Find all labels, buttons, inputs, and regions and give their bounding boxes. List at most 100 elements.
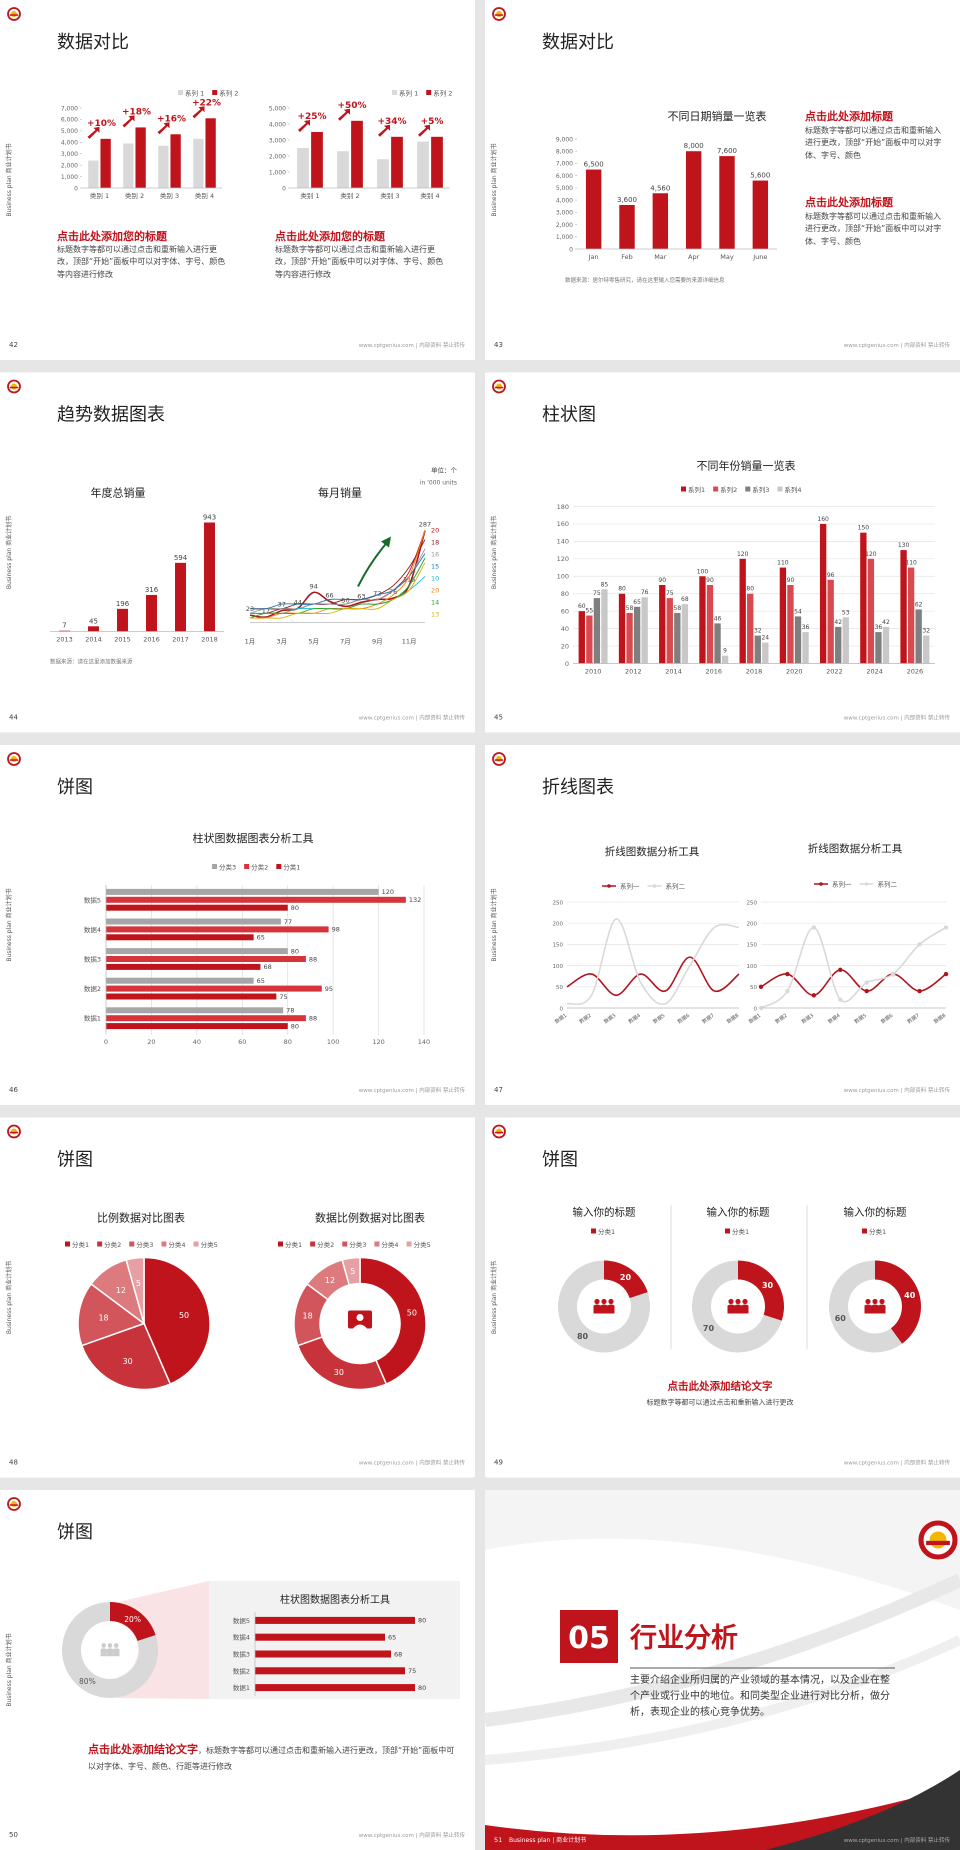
- footer: www.cptgenius.com | 内部资料 禁止转传: [844, 341, 951, 349]
- bar: [204, 522, 215, 632]
- x-tick-label: 7月: [340, 638, 351, 646]
- x-tick-label: 类别 4: [195, 191, 214, 200]
- y-tick-label: 0: [74, 185, 78, 192]
- y-tick-label: 数据2: [84, 984, 101, 993]
- value-label: 24: [761, 635, 769, 642]
- y-tick-label: 3,000: [61, 151, 78, 158]
- side-text: Business plan 商业计划书: [5, 143, 13, 216]
- legend-label: 系列2: [720, 485, 737, 494]
- point: [864, 988, 869, 994]
- bar: [205, 118, 216, 188]
- legend-label: 分类2: [251, 863, 268, 872]
- bar: [747, 593, 754, 664]
- icon: [865, 1298, 871, 1305]
- bar: [752, 180, 769, 249]
- value-label: 7,600: [717, 147, 737, 155]
- footer: www.cptgenius.com | 内部资料 禁止转传: [359, 1459, 466, 1467]
- slice-label: 60: [835, 1314, 847, 1323]
- value-label: 65: [257, 977, 265, 985]
- value-label: 54: [794, 608, 802, 615]
- x-tick-label: 2024: [866, 668, 883, 676]
- bar: [802, 632, 809, 664]
- value-label: 75: [279, 993, 287, 1001]
- footer: www.cptgenius.com | 内部资料 禁止转传: [359, 1086, 466, 1094]
- value-label: 90: [658, 577, 666, 584]
- text-block: 主要介绍企业所归属的产业领域的基本情况，以及企业在整个产业或行业中的地位。和同类…: [630, 1675, 890, 1718]
- y-tick-label: 3,000: [556, 210, 573, 217]
- value-label: 55: [586, 608, 594, 615]
- value-label: 120: [865, 551, 877, 558]
- bar: [146, 594, 157, 632]
- value-label: 50: [341, 596, 349, 604]
- slice: [359, 1256, 427, 1386]
- logo: [494, 386, 504, 389]
- icon: [601, 1298, 607, 1305]
- bar: [867, 558, 875, 664]
- bar: [297, 148, 309, 188]
- slice-label: 18: [98, 1313, 108, 1322]
- y-tick-label: 0: [754, 1006, 758, 1012]
- slide-title: 饼图: [57, 1150, 93, 1171]
- text-span: 标题数字等都可以通过点击和重新输入进行更改，顶部“开始”面板中可以对字体、字号、…: [275, 245, 444, 279]
- y-tick-label: 数据3: [233, 1650, 250, 1659]
- value-label: 58: [626, 605, 634, 612]
- chart-title: 年度总销量: [91, 486, 146, 500]
- value-label: 9: [723, 648, 727, 655]
- bar: [391, 136, 403, 188]
- legend-swatch: [426, 90, 432, 95]
- value-label: 68: [681, 596, 689, 603]
- value-label: 8,000: [684, 142, 704, 150]
- bar: [875, 632, 882, 664]
- bar: [721, 655, 729, 664]
- y-tick-label: 2,000: [556, 222, 573, 229]
- value-label: 72: [373, 589, 381, 597]
- logo: [496, 383, 502, 390]
- legend-label: 系列1: [688, 485, 705, 494]
- chart-title: 输入你的标题: [573, 1206, 636, 1219]
- chart-title: 折线图数据分析工具: [808, 842, 903, 855]
- legend-swatch: [178, 90, 183, 95]
- value-label: 32: [922, 628, 930, 635]
- bar: [88, 160, 99, 188]
- page-number: 49: [494, 1459, 503, 1467]
- annotation: +10%: [87, 119, 116, 129]
- x-tick-label: Jan: [588, 253, 599, 261]
- slice-label: 12: [116, 1286, 126, 1295]
- value-label: 120: [382, 888, 394, 896]
- x-tick-label: 2015: [114, 636, 131, 644]
- footer: www.cptgenius.com | 内部资料 禁止转传: [844, 714, 951, 722]
- chart-title: 输入你的标题: [707, 1206, 770, 1219]
- icon: [742, 1298, 748, 1305]
- x-tick-label: 2014: [665, 668, 682, 676]
- x-tick-label: 140: [418, 1038, 430, 1046]
- y-tick-label: 150: [747, 943, 758, 949]
- legend-swatch: [713, 486, 719, 492]
- x-tick-label: 2026: [907, 668, 924, 676]
- value-label: 80: [746, 586, 754, 593]
- value-label: 42: [882, 619, 890, 626]
- page-number: 51: [494, 1836, 502, 1844]
- chart-title: 比例数据对比图表: [97, 1211, 185, 1225]
- slide: 05 行业分析主要介绍企业所归属的产业领域的基本情况，以及企业在整个产业或行业中的…: [484, 1490, 960, 1850]
- x-tick-label: 类别 3: [380, 191, 399, 200]
- footer: www.cptgenius.com | 内部资料 禁止转传: [844, 1459, 951, 1467]
- bar: [827, 579, 834, 664]
- unit-note: in '000 units: [420, 480, 457, 487]
- y-tick-label: 140: [557, 538, 569, 546]
- bar: [106, 1007, 284, 1014]
- point: [758, 984, 764, 989]
- y-tick-label: 5,000: [61, 128, 78, 135]
- bar: [88, 626, 99, 632]
- arrow-decoration: [381, 536, 391, 548]
- x-tick-label: 2022: [826, 668, 843, 676]
- source: 数据来源：请在这里添加数据来源: [50, 658, 133, 666]
- x-tick-label: 100: [327, 1038, 339, 1046]
- slice-label: 5: [136, 1279, 141, 1288]
- bar: [106, 977, 254, 984]
- bar: [659, 585, 666, 664]
- bar: [158, 145, 169, 188]
- end-label: 10: [431, 575, 439, 583]
- value-label: 77: [284, 918, 292, 926]
- bar: [311, 132, 323, 188]
